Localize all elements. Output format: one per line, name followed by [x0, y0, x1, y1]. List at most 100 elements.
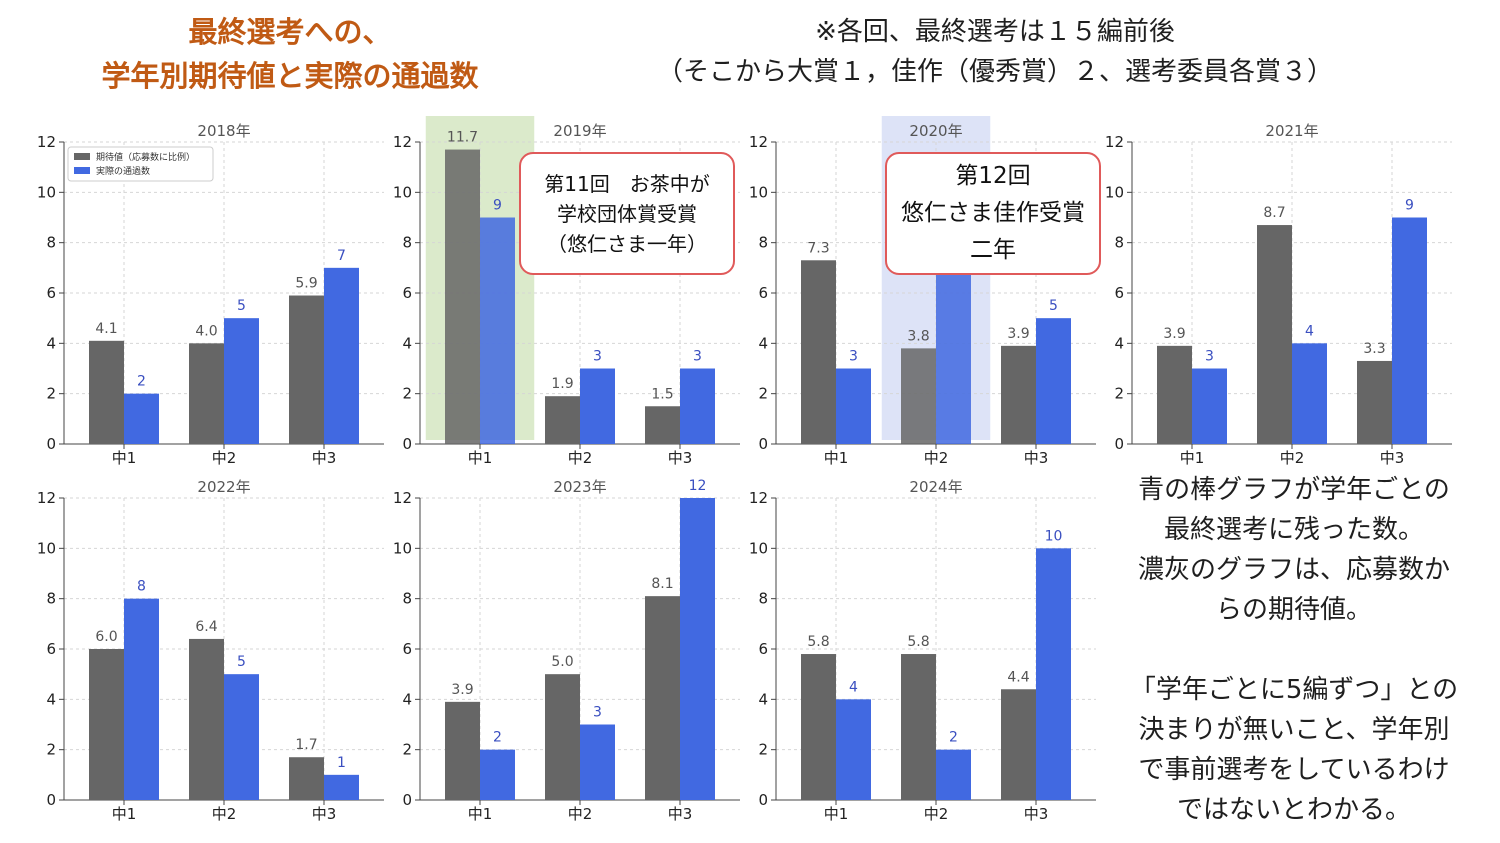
actual-bar — [836, 699, 871, 800]
x-tick-label: 中1 — [468, 449, 493, 467]
y-tick-label: 12 — [37, 489, 56, 507]
actual-value-label: 2 — [137, 374, 146, 390]
actual-value-label: 2 — [949, 730, 958, 746]
actual-bar — [680, 368, 715, 444]
chart-2019: 0 2 4 6 8 10 12 2019年 11.7 9 中1 1.9 3 中2 1.5 3 中3 — [393, 116, 740, 467]
actual-value-label: 3 — [593, 349, 602, 365]
expected-bar — [289, 757, 324, 800]
actual-value-label: 1 — [337, 755, 346, 771]
actual-bar — [1036, 548, 1071, 800]
explanation-line: ではないとわかる。 — [1176, 795, 1411, 825]
legend: 期待値（応募数に比例） 実際の通過数 — [67, 146, 214, 182]
explanation-line: 濃灰のグラフは、応募数か — [1137, 555, 1450, 585]
explanation-text: 青の棒グラフが学年ごとの 最終選考に残った数。 濃灰のグラフは、応募数か らの期… — [1108, 470, 1480, 830]
actual-value-label: 12 — [689, 478, 707, 494]
x-tick-label: 中2 — [924, 449, 949, 467]
expected-bar — [1357, 360, 1392, 444]
chart-title: 2019年 — [553, 122, 606, 140]
actual-bar — [836, 368, 871, 444]
expected-value-label: 3.9 — [451, 682, 473, 698]
y-tick-label: 4 — [46, 690, 56, 708]
x-tick-label: 中3 — [668, 449, 693, 467]
y-tick-label: 6 — [402, 284, 412, 302]
y-tick-label: 2 — [46, 385, 56, 403]
y-tick-label: 2 — [758, 385, 768, 403]
explanation-line: 最終選考に残った数。 — [1163, 515, 1424, 545]
explanation-line: 「学年ごとに5編ずつ」との — [1129, 675, 1459, 705]
explanation-line: らの期待値。 — [1215, 595, 1372, 625]
actual-value-label: 4 — [1305, 323, 1314, 339]
legend-swatch — [74, 167, 90, 174]
chart-2022: 0 2 4 6 8 10 12 2022年 6.0 8 中1 6.4 5 中2 1.7 1 中3 — [37, 478, 384, 823]
y-tick-label: 0 — [758, 435, 768, 453]
y-tick-label: 0 — [1114, 435, 1124, 453]
expected-bar — [1157, 345, 1192, 444]
expected-value-label: 11.7 — [447, 130, 478, 146]
y-tick-label: 2 — [758, 741, 768, 759]
expected-bar — [545, 674, 580, 800]
y-tick-label: 4 — [1114, 334, 1124, 352]
actual-bar — [936, 749, 971, 800]
x-tick-label: 中1 — [468, 805, 493, 823]
expected-bar — [801, 260, 836, 444]
callout-line: 学校団体賞受賞 — [557, 201, 697, 226]
actual-bar — [1192, 368, 1227, 444]
actual-bar — [936, 267, 971, 444]
callout-line: 二年 — [970, 237, 1016, 263]
x-tick-label: 中3 — [312, 805, 337, 823]
chart-2018: 0 2 4 6 8 10 12 2018年 4.1 2 中1 4.0 5 中2 5.9 7 中3 期待値（応募数に… — [37, 122, 384, 467]
chart-2024: 0 2 4 6 8 10 12 2024年 5.8 4 中1 5.8 2 中2 4.4 10 中3 — [749, 478, 1096, 823]
expected-bar — [189, 343, 224, 444]
y-tick-label: 6 — [46, 640, 56, 658]
expected-bar — [1257, 225, 1292, 444]
x-tick-label: 中1 — [112, 449, 137, 467]
expected-value-label: 5.8 — [907, 634, 929, 650]
expected-value-label: 4.4 — [1007, 669, 1029, 685]
actual-bar — [480, 749, 515, 800]
x-tick-label: 中3 — [1024, 805, 1049, 823]
explanation-line — [1108, 630, 1480, 670]
explanation-line: 青の棒グラフが学年ごとの — [1138, 475, 1450, 505]
callout-line: 悠仁さま佳作受賞 — [901, 200, 1085, 226]
page-title: 最終選考への、 学年別期待値と実際の通過数 — [40, 10, 540, 98]
y-tick-label: 4 — [758, 690, 768, 708]
y-tick-label: 8 — [758, 234, 768, 252]
actual-value-label: 9 — [1405, 198, 1414, 214]
x-tick-label: 中3 — [312, 449, 337, 467]
actual-value-label: 3 — [593, 705, 602, 721]
actual-bar — [124, 393, 159, 444]
y-tick-label: 10 — [393, 183, 412, 201]
actual-bar — [480, 217, 515, 444]
x-tick-label: 中2 — [924, 805, 949, 823]
expected-value-label: 5.9 — [295, 276, 317, 292]
chart-axes: 0 2 4 6 8 10 12 2021年 3.9 3 中1 8.7 4 中2 3.3 9 中3 — [1105, 122, 1452, 467]
y-tick-label: 0 — [758, 791, 768, 809]
x-tick-label: 中1 — [824, 449, 849, 467]
chart-title: 2020年 — [909, 122, 962, 140]
legend-label: 実際の通過数 — [96, 165, 150, 177]
x-tick-label: 中2 — [212, 449, 237, 467]
actual-value-label: 3 — [1205, 349, 1214, 365]
x-tick-label: 中2 — [1280, 449, 1305, 467]
expected-value-label: 1.7 — [295, 737, 317, 753]
page-title-line: 最終選考への、 — [188, 15, 392, 49]
legend-swatch — [74, 153, 90, 160]
expected-value-label: 5.0 — [551, 654, 573, 670]
y-tick-label: 6 — [758, 284, 768, 302]
expected-value-label: 3.8 — [907, 328, 929, 344]
actual-bar — [324, 267, 359, 444]
y-tick-label: 12 — [1105, 133, 1124, 151]
actual-value-label: 9 — [493, 198, 502, 214]
actual-bar — [124, 598, 159, 800]
expected-value-label: 4.0 — [195, 323, 217, 339]
x-tick-label: 中2 — [568, 805, 593, 823]
expected-bar — [445, 701, 480, 800]
y-tick-label: 10 — [393, 539, 412, 557]
chart-axes: 0 2 4 6 8 10 12 2024年 5.8 4 中1 5.8 2 中2 4.4 10 中3 — [749, 478, 1096, 823]
x-tick-label: 中1 — [112, 805, 137, 823]
actual-value-label: 8 — [137, 579, 146, 595]
y-tick-label: 2 — [402, 741, 412, 759]
actual-bar — [1292, 343, 1327, 444]
expected-bar — [189, 638, 224, 800]
expected-value-label: 8.7 — [1263, 205, 1285, 221]
